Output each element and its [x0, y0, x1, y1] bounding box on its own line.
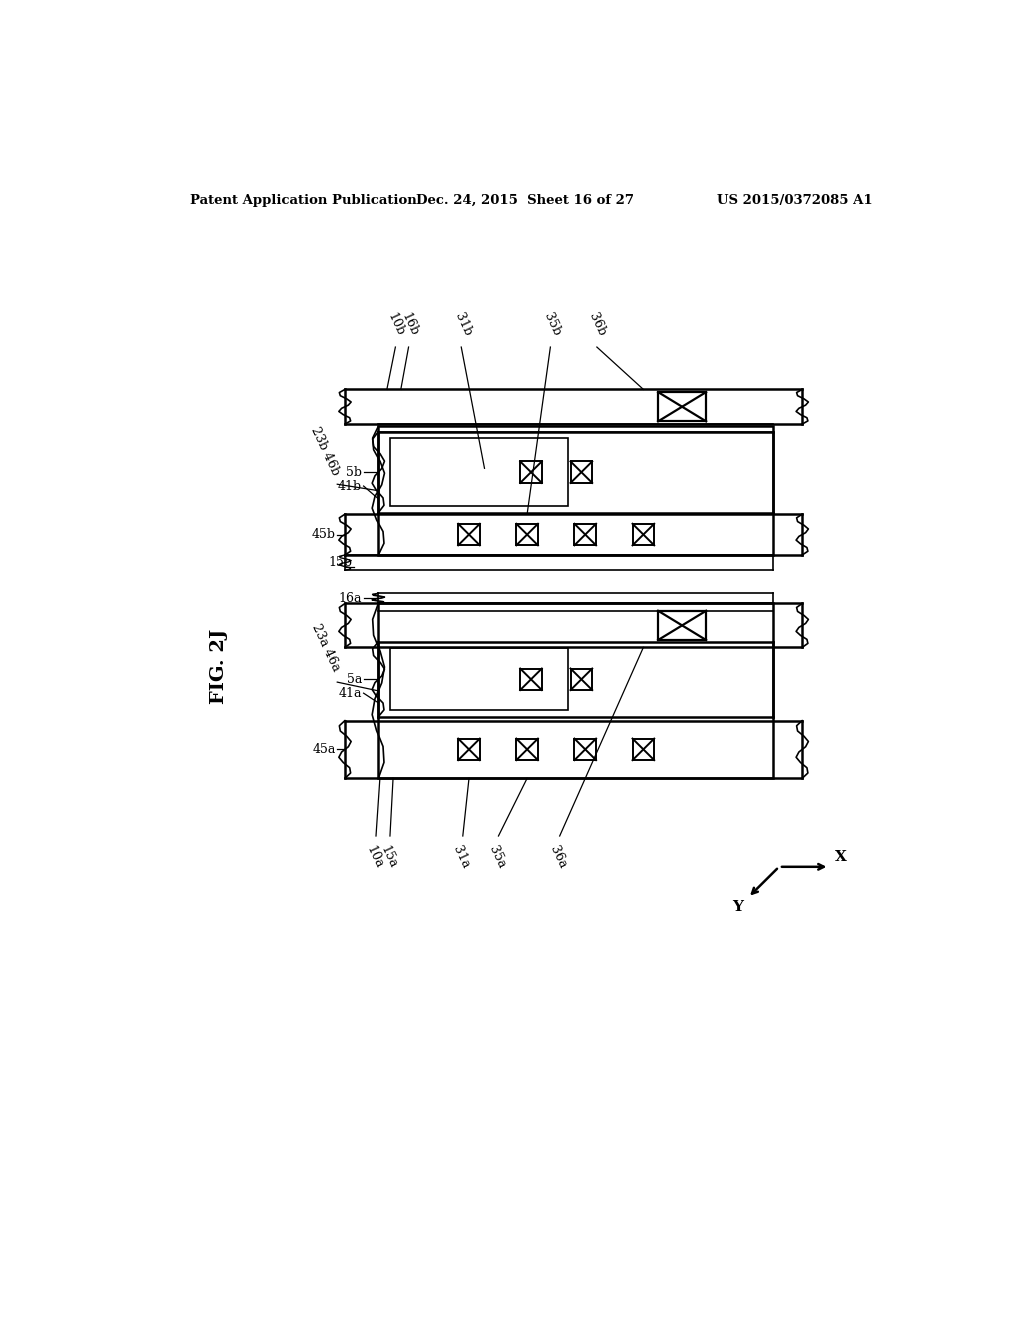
Bar: [633, 739, 654, 760]
Bar: [390, 648, 568, 710]
Bar: [378, 426, 773, 554]
Bar: [570, 462, 592, 483]
Text: 45b: 45b: [311, 528, 336, 541]
Bar: [520, 462, 542, 483]
Bar: [633, 524, 654, 545]
Text: 31b: 31b: [452, 310, 474, 338]
Bar: [520, 668, 542, 690]
Text: 5b: 5b: [346, 466, 362, 479]
Text: 10a: 10a: [364, 843, 385, 870]
Text: 36b: 36b: [586, 310, 608, 338]
Text: 16b: 16b: [398, 310, 420, 338]
Bar: [570, 668, 592, 690]
Text: 45a: 45a: [312, 743, 336, 756]
Bar: [458, 524, 480, 545]
Bar: [574, 524, 596, 545]
Bar: [658, 611, 707, 640]
Bar: [458, 739, 480, 760]
Bar: [574, 739, 596, 760]
Text: 15b: 15b: [329, 556, 352, 569]
Bar: [516, 739, 538, 760]
Bar: [378, 603, 773, 779]
Text: 36a: 36a: [547, 843, 569, 870]
Text: 23a 46a: 23a 46a: [309, 622, 342, 673]
Text: 5a: 5a: [347, 673, 362, 686]
Text: 41a: 41a: [339, 686, 362, 700]
Text: 15a: 15a: [378, 843, 399, 870]
Text: FIG. 2J: FIG. 2J: [211, 628, 228, 705]
Bar: [390, 438, 568, 507]
Text: Y: Y: [732, 900, 743, 915]
Text: 35b: 35b: [542, 310, 563, 338]
Text: 23b 46b: 23b 46b: [308, 425, 343, 478]
Text: US 2015/0372085 A1: US 2015/0372085 A1: [717, 194, 872, 207]
Text: Dec. 24, 2015  Sheet 16 of 27: Dec. 24, 2015 Sheet 16 of 27: [416, 194, 634, 207]
Bar: [658, 392, 707, 421]
Text: 31a: 31a: [451, 843, 472, 870]
Text: 35a: 35a: [486, 843, 508, 870]
Text: X: X: [835, 850, 847, 863]
Text: 41b: 41b: [338, 479, 362, 492]
Text: Patent Application Publication: Patent Application Publication: [190, 194, 417, 207]
Text: 10b: 10b: [385, 310, 408, 338]
Text: 16a: 16a: [339, 591, 362, 605]
Bar: [516, 524, 538, 545]
